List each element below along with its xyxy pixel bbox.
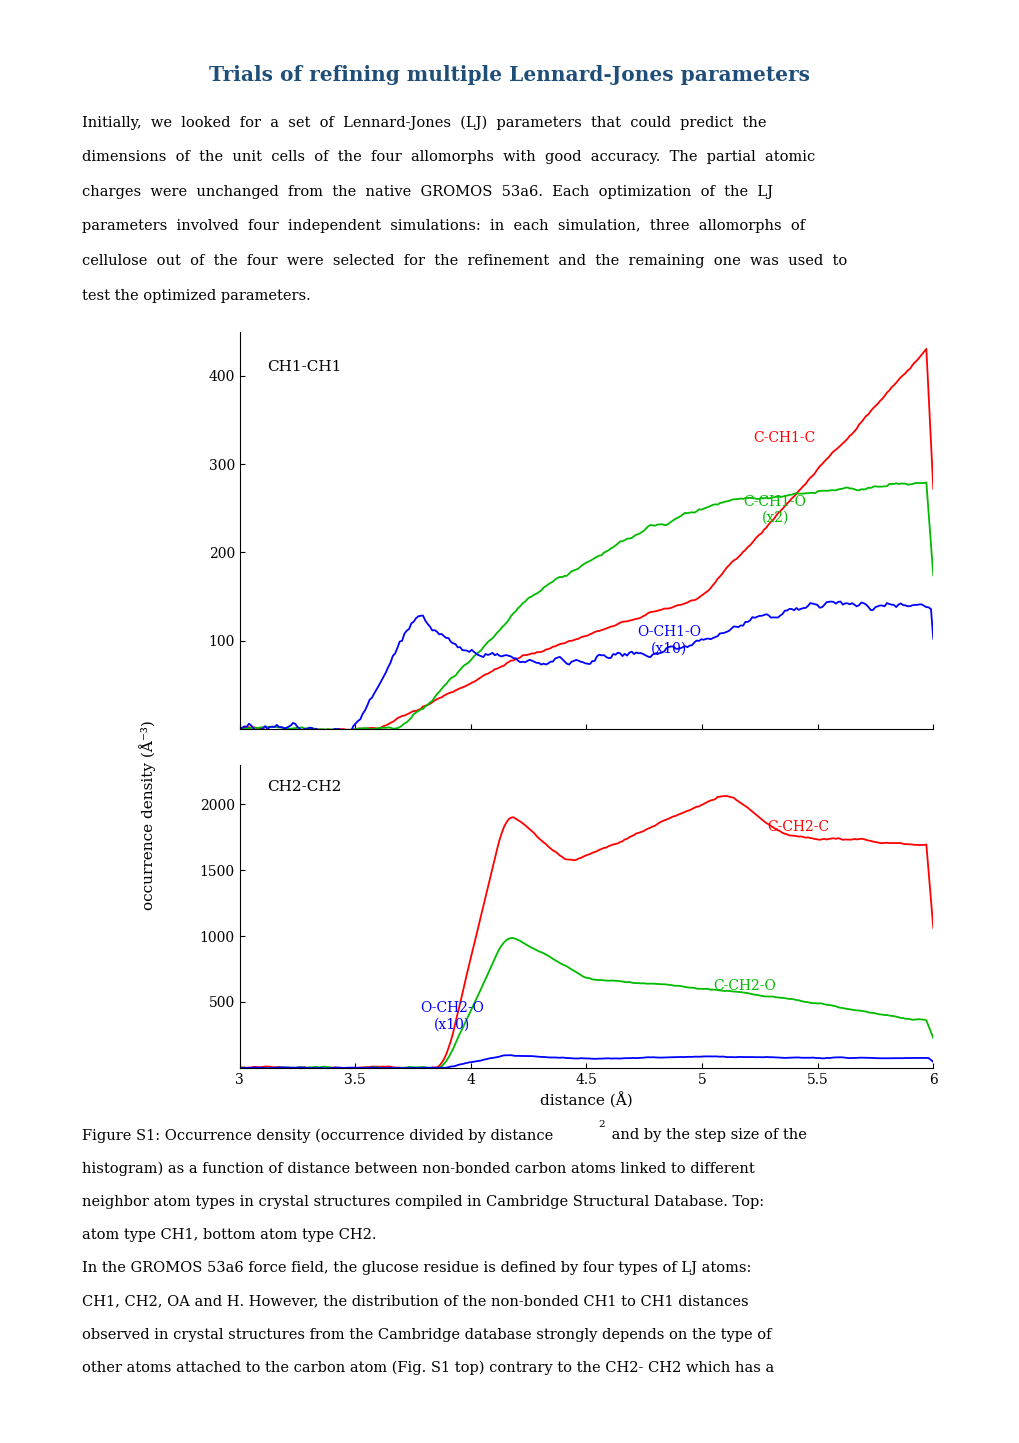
X-axis label: distance (Å): distance (Å) xyxy=(540,1092,632,1108)
Text: atom type CH1, bottom atom type CH2.: atom type CH1, bottom atom type CH2. xyxy=(82,1228,376,1242)
Text: CH1, CH2, OA and H. However, the distribution of the non-bonded CH1 to CH1 dista: CH1, CH2, OA and H. However, the distrib… xyxy=(82,1294,748,1309)
Text: other atoms attached to the carbon atom (Fig. S1 top) contrary to the CH2- CH2 w: other atoms attached to the carbon atom … xyxy=(82,1361,773,1375)
Text: C-CH1-O
(x2): C-CH1-O (x2) xyxy=(743,495,806,525)
Text: 2: 2 xyxy=(598,1120,604,1128)
Text: dimensions  of  the  unit  cells  of  the  four  allomorphs  with  good  accurac: dimensions of the unit cells of the four… xyxy=(82,150,814,165)
Text: Initially,  we  looked  for  a  set  of  Lennard-Jones  (LJ)  parameters  that  : Initially, we looked for a set of Lennar… xyxy=(82,115,765,130)
Text: C-CH2-O: C-CH2-O xyxy=(713,980,775,993)
Text: occurrence density (Å⁻³): occurrence density (Å⁻³) xyxy=(140,720,156,911)
Text: histogram) as a function of distance between non-bonded carbon atoms linked to d: histogram) as a function of distance bet… xyxy=(82,1162,754,1176)
Text: neighbor atom types in crystal structures compiled in Cambridge Structural Datab: neighbor atom types in crystal structure… xyxy=(82,1195,763,1209)
Text: CH1-CH1: CH1-CH1 xyxy=(267,359,341,374)
Text: test the optimized parameters.: test the optimized parameters. xyxy=(82,289,310,303)
Text: Trials of refining multiple Lennard-Jones parameters: Trials of refining multiple Lennard-Jone… xyxy=(209,65,810,85)
Text: CH2-CH2: CH2-CH2 xyxy=(267,781,341,794)
Text: parameters  involved  four  independent  simulations:  in  each  simulation,  th: parameters involved four independent sim… xyxy=(82,219,804,234)
Text: O-CH1-O
(x10): O-CH1-O (x10) xyxy=(637,625,701,655)
Text: O-CH2-O
(x10): O-CH2-O (x10) xyxy=(420,1001,483,1032)
Text: observed in crystal structures from the Cambridge database strongly depends on t: observed in crystal structures from the … xyxy=(82,1328,770,1342)
Text: In the GROMOS 53a6 force field, the glucose residue is defined by four types of : In the GROMOS 53a6 force field, the gluc… xyxy=(82,1261,750,1276)
Text: cellulose  out  of  the  four  were  selected  for  the  refinement  and  the  r: cellulose out of the four were selected … xyxy=(82,254,846,268)
Text: Figure S1: Occurrence density (occurrence divided by distance: Figure S1: Occurrence density (occurrenc… xyxy=(82,1128,552,1143)
Text: and by the step size of the: and by the step size of the xyxy=(606,1128,806,1143)
Text: charges  were  unchanged  from  the  native  GROMOS  53a6.  Each  optimization  : charges were unchanged from the native G… xyxy=(82,185,771,199)
Text: C-CH1-C: C-CH1-C xyxy=(752,430,814,444)
Text: C-CH2-C: C-CH2-C xyxy=(766,820,828,834)
